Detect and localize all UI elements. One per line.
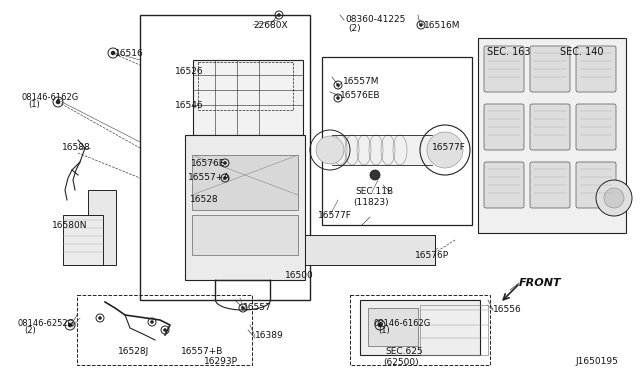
FancyBboxPatch shape	[576, 162, 616, 208]
Circle shape	[370, 170, 380, 180]
Bar	[350, 295, 490, 365]
Bar	[198, 62, 293, 110]
Text: 16557M: 16557M	[343, 77, 380, 87]
Bar	[305, 235, 435, 265]
Bar	[192, 215, 298, 255]
Circle shape	[336, 96, 340, 100]
Circle shape	[68, 323, 72, 327]
FancyBboxPatch shape	[576, 46, 616, 92]
Bar	[332, 135, 432, 165]
Text: 16528: 16528	[190, 196, 219, 205]
Bar	[420, 305, 488, 355]
Text: 16576P: 16576P	[415, 250, 449, 260]
Circle shape	[596, 180, 632, 216]
Circle shape	[378, 323, 382, 327]
Text: 16526: 16526	[175, 67, 204, 77]
Text: FRONT: FRONT	[519, 278, 562, 288]
Bar	[192, 155, 298, 210]
Text: 08146-6162G: 08146-6162G	[22, 93, 79, 102]
Bar	[63, 215, 103, 265]
Text: 16577F: 16577F	[432, 142, 466, 151]
Text: 16576EB: 16576EB	[340, 90, 381, 99]
Text: 16516M: 16516M	[424, 20, 461, 29]
Circle shape	[150, 320, 154, 324]
Text: 16557+B: 16557+B	[181, 347, 223, 356]
Text: 08146-6252G: 08146-6252G	[18, 318, 75, 327]
FancyBboxPatch shape	[484, 46, 524, 92]
Text: 16528J: 16528J	[118, 347, 149, 356]
Text: SEC.11B: SEC.11B	[355, 187, 393, 196]
FancyBboxPatch shape	[530, 46, 570, 92]
Bar	[88, 190, 116, 265]
Text: J1650195: J1650195	[575, 357, 618, 366]
Text: (62500): (62500)	[383, 357, 419, 366]
Text: 16500: 16500	[285, 272, 314, 280]
FancyBboxPatch shape	[484, 162, 524, 208]
Circle shape	[277, 13, 281, 17]
Circle shape	[56, 100, 60, 104]
Bar	[77, 295, 252, 365]
Text: 16293P: 16293P	[204, 357, 238, 366]
Text: (1): (1)	[378, 327, 390, 336]
Text: 16557: 16557	[243, 304, 272, 312]
Bar	[478, 38, 626, 233]
Bar	[360, 300, 480, 355]
Bar	[193, 60, 303, 135]
FancyBboxPatch shape	[530, 162, 570, 208]
Text: 16576E: 16576E	[191, 158, 225, 167]
Circle shape	[419, 23, 423, 27]
Circle shape	[111, 51, 115, 55]
Text: 16389: 16389	[255, 331, 284, 340]
Text: SEC. 163: SEC. 163	[487, 47, 531, 57]
Text: (11823): (11823)	[353, 198, 388, 206]
Circle shape	[223, 161, 227, 165]
Text: 16546: 16546	[175, 100, 204, 109]
Text: 16577F: 16577F	[318, 211, 352, 219]
Text: SEC. 140: SEC. 140	[560, 47, 604, 57]
Circle shape	[163, 328, 167, 332]
Text: 16556: 16556	[493, 305, 522, 314]
FancyBboxPatch shape	[576, 104, 616, 150]
Circle shape	[604, 188, 624, 208]
Bar	[368, 308, 418, 346]
Bar	[140, 15, 310, 300]
Text: 08360-41225: 08360-41225	[345, 16, 405, 25]
Text: 08146-6162G: 08146-6162G	[373, 318, 430, 327]
FancyBboxPatch shape	[484, 104, 524, 150]
Text: 16516: 16516	[115, 48, 144, 58]
Text: 16588: 16588	[62, 144, 91, 153]
Circle shape	[223, 176, 227, 180]
FancyBboxPatch shape	[530, 104, 570, 150]
Circle shape	[241, 306, 245, 310]
Text: 16580N: 16580N	[52, 221, 88, 231]
Text: (2): (2)	[24, 327, 36, 336]
Bar	[185, 135, 305, 280]
Text: (2): (2)	[348, 23, 360, 32]
Text: 22680X: 22680X	[253, 20, 287, 29]
Circle shape	[316, 136, 344, 164]
Circle shape	[98, 316, 102, 320]
Text: SEC.625: SEC.625	[385, 347, 422, 356]
Circle shape	[427, 132, 463, 168]
Text: (1): (1)	[28, 100, 40, 109]
Text: 16557+A: 16557+A	[188, 173, 230, 183]
Circle shape	[336, 83, 340, 87]
Bar	[322, 57, 472, 225]
